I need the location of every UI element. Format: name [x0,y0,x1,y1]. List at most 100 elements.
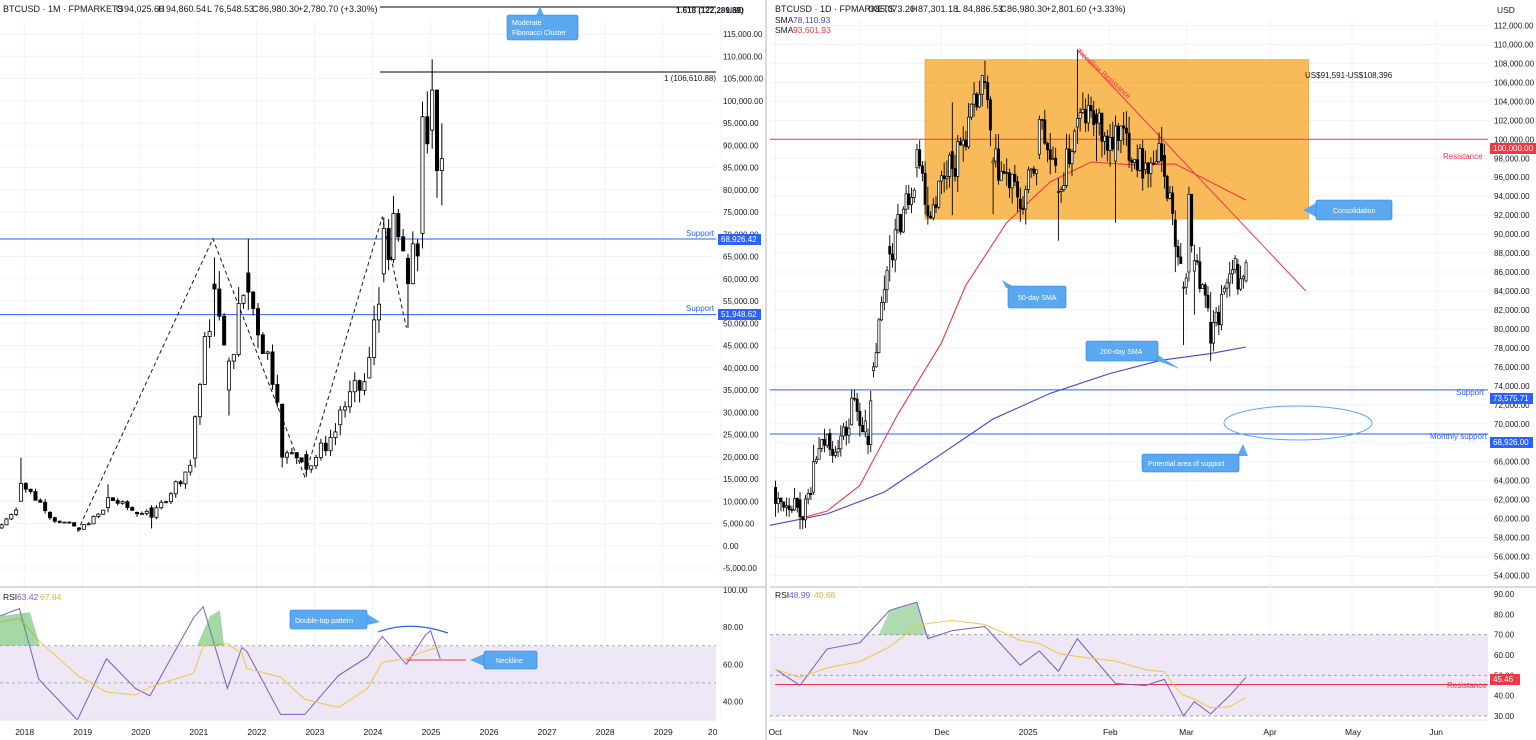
candle-body [0,524,4,529]
potential-support-text: Potential area of support [1148,461,1224,468]
right-x-axis: Oct Nov Dec 2025 Feb Mar Apr May Jun [768,727,1443,737]
candle-body [858,410,862,426]
right-axis-unit: USD [1497,5,1515,15]
candle-body [1105,135,1109,151]
candle-body [1081,108,1085,114]
candle-body [1222,287,1226,293]
left-rsi-label: RSI [3,592,17,602]
candle-body [401,236,406,252]
candle-body [931,204,935,219]
price-tick-label: 72,000.00 [1494,401,1530,410]
price-tick-label: -5,000.00 [723,564,757,573]
candle-body [1018,198,1022,209]
candle-body [212,283,217,290]
left-close: 86,980.30 [259,4,299,14]
candle-body [964,139,968,148]
right-c-label: C [1000,4,1007,14]
candle-body [343,406,348,411]
candle-body [52,517,57,522]
candle-body [226,360,231,391]
candle-body [439,158,444,172]
rsi-tick-label: 40.00 [1494,692,1515,701]
double-top-arc [377,625,449,634]
candle-body [1127,132,1131,161]
rsi-tick-label: 100.00 [723,586,748,595]
candle-body [910,197,913,205]
candle-body [1241,276,1245,280]
candle-body [299,457,304,463]
candle-body [877,319,881,354]
candle-body [1021,208,1025,210]
candle-body [1198,261,1202,289]
price-tick-label: 90,000.00 [1494,230,1530,239]
x-tick-label: 2020 [131,727,150,737]
price-tick-label: 96,000.00 [1494,173,1530,182]
price-tick-label: 110,000.00 [723,52,763,61]
candle-body [812,461,816,493]
candle-body [1236,264,1240,290]
left-rsi-value: 63.42 [17,592,39,602]
sma50-line [799,161,1247,520]
candle-body [178,481,183,485]
candle-body [139,512,144,515]
candle-body [289,452,294,455]
candle-body [969,103,973,118]
neckline-text: Neckline [496,658,523,665]
candle-body [861,425,865,433]
candle-body [1225,282,1229,289]
x-tick-label: 2029 [654,727,673,737]
candle-body [1062,185,1066,191]
candle-body [338,409,343,426]
fib-1618-label: 1.618 (122,289.89) [676,6,744,15]
candle-body [159,501,164,509]
candle-body [880,301,884,321]
candle-body [1035,169,1039,174]
candle-body [1119,125,1123,141]
candle-body [207,331,212,337]
x-tick-label: 2018 [15,727,34,737]
candle-body [1016,181,1020,198]
candle-body [926,205,930,217]
right-support-label: Support [1456,388,1485,397]
candle-body [874,352,878,368]
candle-body [1029,168,1033,171]
candle-body [1051,157,1055,160]
candle-body [1203,284,1207,296]
price-tick-label: 84,000.00 [1494,287,1530,296]
candle-body [120,501,125,504]
candle-body [1239,278,1243,290]
candle-body [135,511,140,515]
monthly-support-price: 68,926.00 [1493,438,1529,447]
x-tick-label: 2027 [538,727,557,737]
candle-body [1187,193,1191,273]
sma200-callout: 200-day SMA [1085,340,1180,369]
resistance-price: 100,000.00 [1493,144,1534,153]
price-tick-label: 108,000.00 [1494,59,1535,68]
candle-body [828,432,832,450]
left-price-axis: 115,000.00 110,000.00 105,000.00 100,000.00… [723,30,764,573]
candle-body [1143,162,1147,170]
candle-body [1114,125,1117,162]
candle-body [986,82,990,101]
price-tick-label: 90,000.00 [723,141,759,150]
candle-body [1184,277,1188,288]
left-levels [0,238,716,316]
candle-body [869,400,873,445]
candle-body [1065,148,1068,186]
price-tick-label: 58,000.00 [1494,534,1530,543]
candle-body [817,448,821,460]
price-tick-label: 65,000.00 [723,253,759,262]
candle-body [945,175,949,179]
x-tick-label: 20 [708,727,718,737]
fib-1-label: 1 (106,610.88) [664,74,716,83]
consolidation-callout: Consolidation [1303,199,1393,221]
left-symbol: BTCUSD · 1M · FPMARKETS [3,4,124,14]
candle-body [86,523,91,526]
candle-body [62,521,67,524]
right-open: 85,073.20 [875,4,915,14]
candle-body [999,170,1003,181]
trendline [1076,48,1307,292]
candle-body [217,288,222,317]
sma50-label: SMA [775,25,794,35]
